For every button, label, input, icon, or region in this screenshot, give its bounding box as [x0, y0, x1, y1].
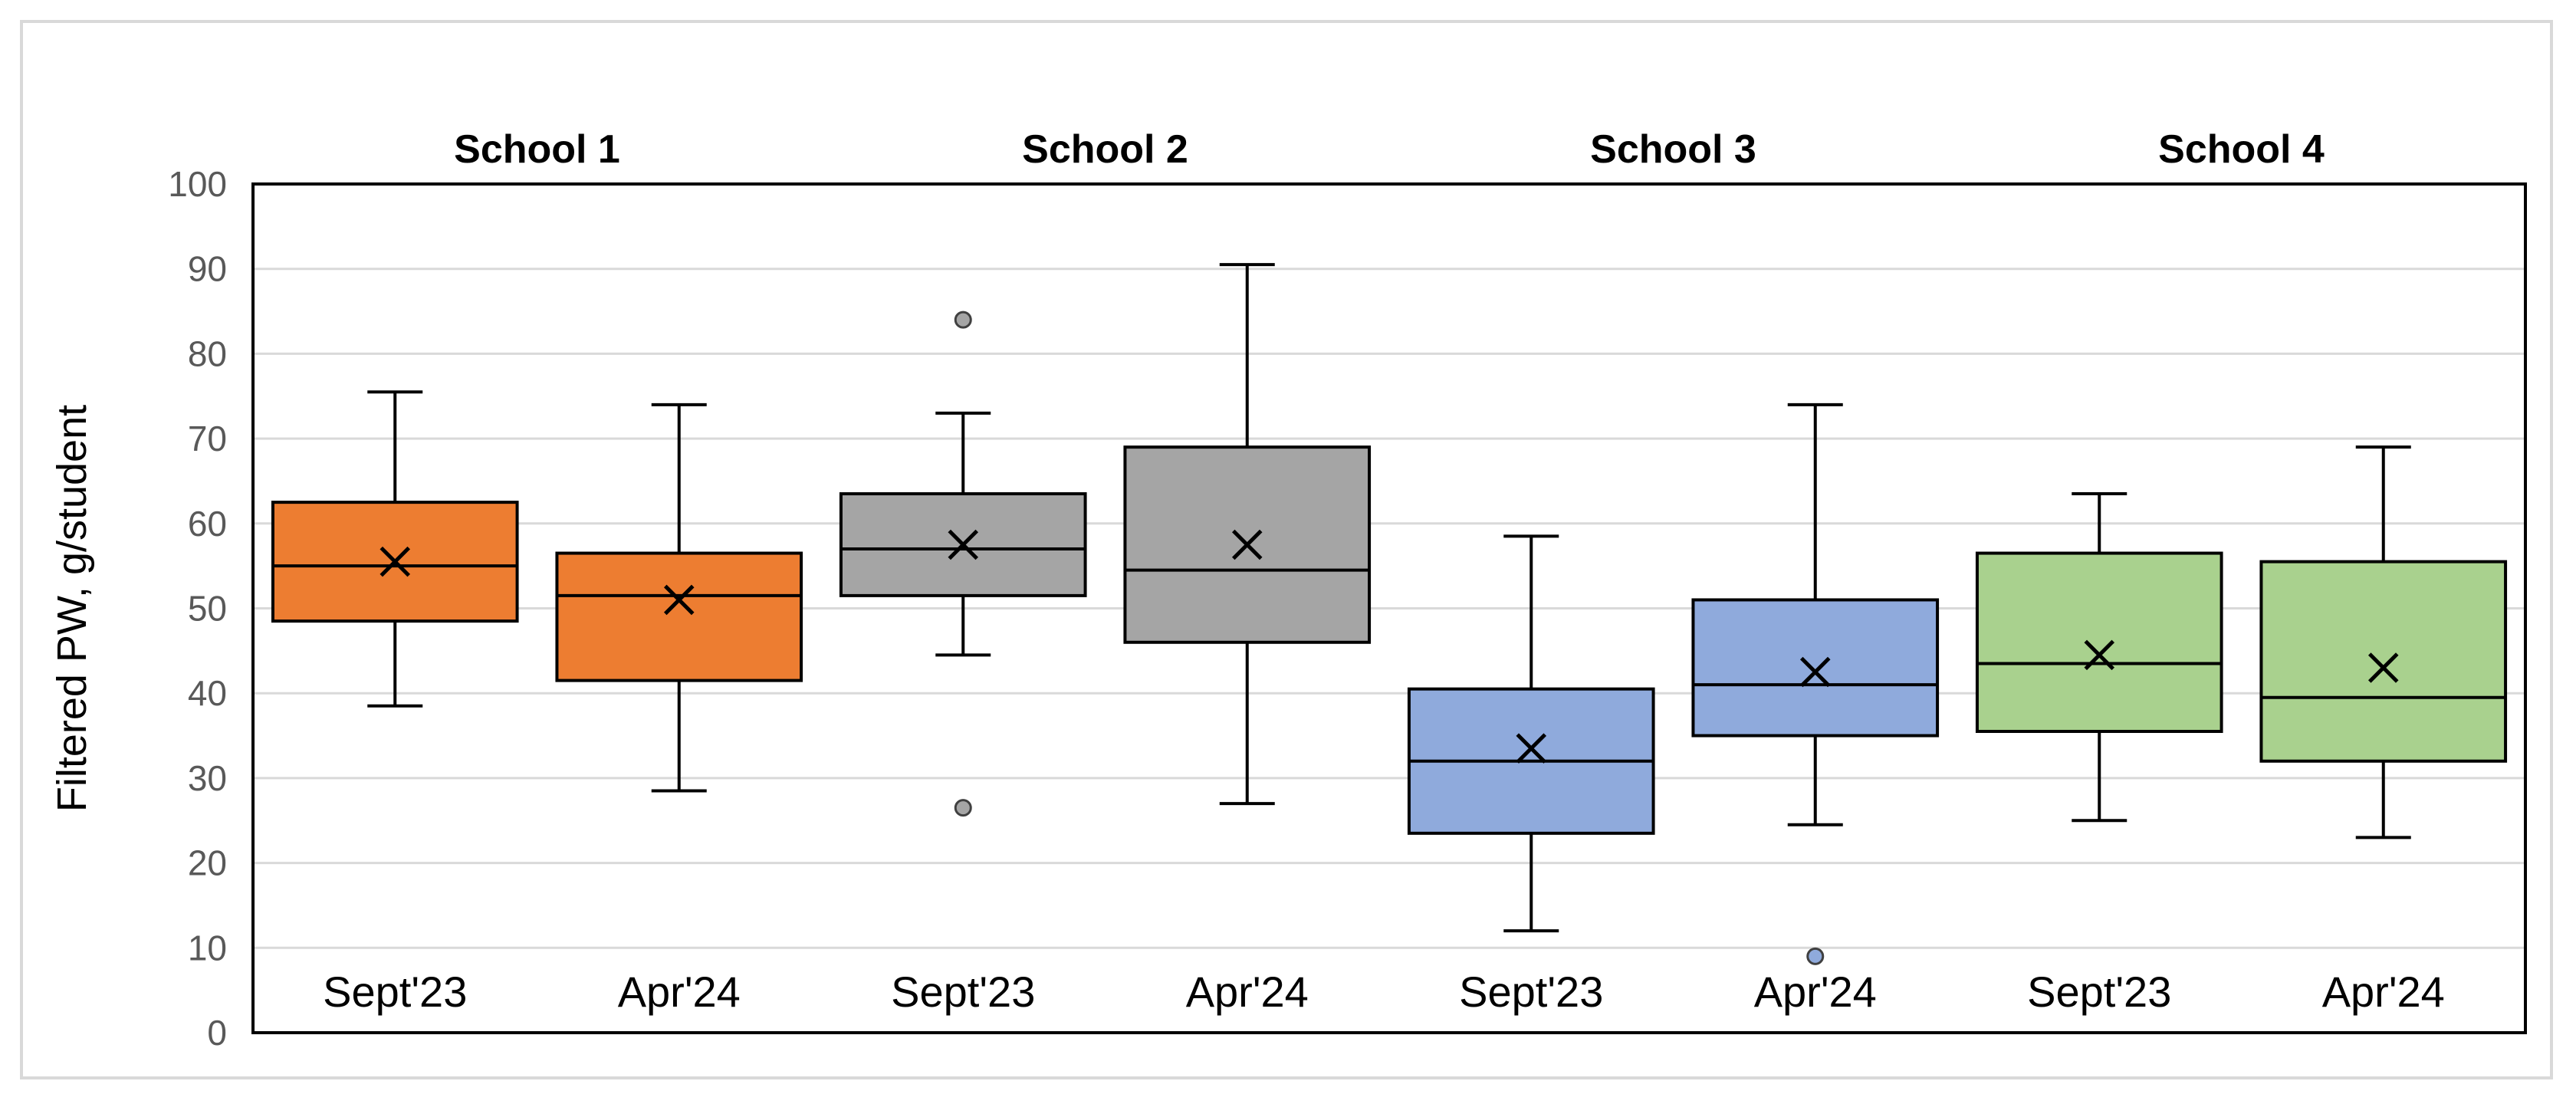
y-tick-label: 40 [188, 673, 227, 713]
y-tick-label: 20 [188, 843, 227, 883]
category-label: Apr'24 [2322, 968, 2445, 1016]
y-tick-label: 0 [207, 1013, 227, 1053]
mean-marker [1516, 733, 1547, 764]
box-group [839, 310, 1087, 817]
group-label: School 3 [1590, 127, 1756, 172]
outlier-point [1806, 947, 1825, 965]
mean-marker [2084, 639, 2115, 671]
mean-marker [1231, 529, 1263, 560]
box-iqr [1975, 551, 2223, 734]
category-label: Sept'23 [891, 968, 1035, 1016]
y-tick-label: 60 [188, 504, 227, 544]
box-group [2259, 445, 2508, 840]
box-iqr [1691, 598, 1940, 738]
y-axis-ticks: 0 10 20 30 40 50 60 70 80 90 100 [168, 164, 227, 1053]
mean-marker [2367, 652, 2399, 683]
category-label: Sept'23 [323, 968, 467, 1016]
y-tick-label: 100 [168, 164, 227, 204]
box-iqr [2259, 560, 2508, 763]
box-group [1407, 534, 1655, 933]
y-tick-label: 70 [188, 419, 227, 458]
box-group [1975, 492, 2223, 823]
mean-marker [663, 584, 695, 616]
category-label: Apr'24 [1754, 968, 1877, 1016]
boxes [271, 263, 2508, 965]
mean-marker [1799, 656, 1831, 688]
box-group [271, 390, 519, 708]
gridlines [253, 268, 2525, 949]
category-label: Apr'24 [1186, 968, 1309, 1016]
category-label: Sept'23 [2027, 968, 2171, 1016]
y-axis-label: Filtered PW, g/student [49, 405, 95, 812]
box-group [1123, 263, 1372, 806]
y-tick-label: 50 [188, 589, 227, 629]
category-labels: School 1 Sept'23 Apr'24 School 2 Sept'23 Apr'… [323, 127, 2445, 1016]
outlier-point [954, 310, 972, 329]
outlier-point [954, 799, 972, 817]
mean-marker [380, 546, 411, 577]
mean-marker [948, 529, 979, 560]
category-label: Apr'24 [618, 968, 741, 1016]
group-label: School 2 [1022, 127, 1188, 172]
box-iqr [555, 551, 803, 682]
y-tick-label: 10 [188, 928, 227, 968]
y-tick-label: 90 [188, 249, 227, 289]
group-label: School 1 [454, 127, 620, 172]
group-label: School 4 [2158, 127, 2325, 172]
y-tick-label: 30 [188, 758, 227, 798]
category-label: Sept'23 [1459, 968, 1603, 1016]
box-group [1691, 402, 1940, 965]
plot-area-border [251, 182, 2527, 1034]
box-group [555, 402, 803, 793]
y-tick-label: 80 [188, 334, 227, 373]
